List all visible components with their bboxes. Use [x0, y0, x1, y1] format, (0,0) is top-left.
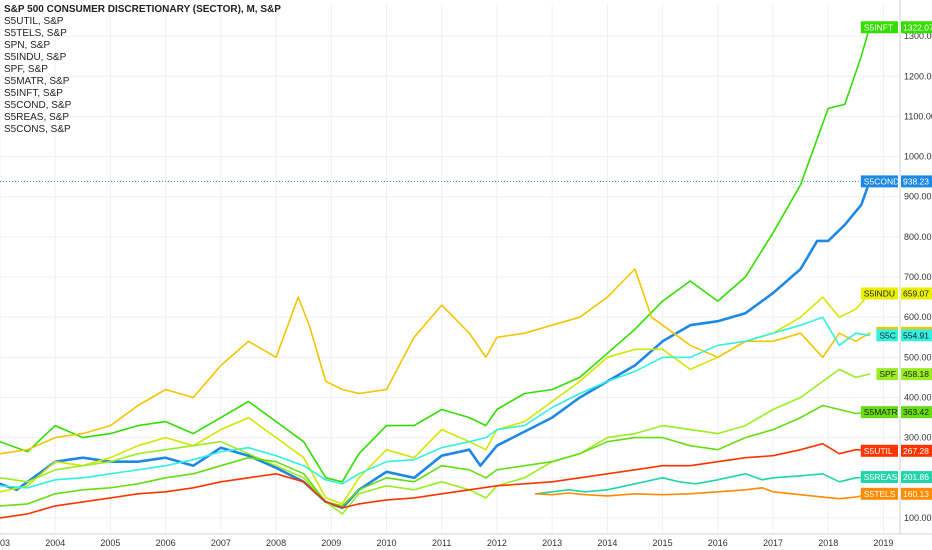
x-tick-label[interactable]: 2006	[156, 538, 176, 548]
y-tick-label[interactable]: 900.00	[904, 192, 932, 202]
series-tag-bg	[860, 444, 898, 457]
price-label-bg	[901, 329, 932, 342]
x-tick-label[interactable]: 2012	[487, 538, 507, 548]
x-tick-label[interactable]: 2007	[211, 538, 231, 548]
series-tag-spf: SPF	[879, 369, 896, 379]
series-tag-s5c: S5C	[879, 330, 896, 340]
price-label-spf: 458.18	[903, 369, 929, 379]
series-tag-s5matr: S5MATR	[864, 407, 898, 417]
x-tick-label[interactable]: 2018	[818, 538, 838, 548]
price-label-s5c: 554.91	[903, 330, 929, 340]
series-line-s5util[interactable]	[0, 442, 871, 519]
legend-item-s5indu[interactable]: S5INDU, S&P	[4, 52, 67, 63]
x-tick-label[interactable]: 2019	[873, 538, 893, 548]
y-tick-label[interactable]: 1200.00	[904, 71, 932, 81]
x-tick-label[interactable]: 2008	[266, 538, 286, 548]
series-tag-bg	[860, 21, 898, 34]
legend-item-spn[interactable]: SPN, S&P	[4, 40, 51, 51]
series-line-s5inft[interactable]	[0, 26, 871, 483]
series-tag-bg	[876, 329, 898, 342]
y-tick-label[interactable]: 300.00	[904, 433, 932, 443]
series-line-spf[interactable]	[0, 368, 871, 515]
price-label-bg	[901, 471, 932, 484]
x-tick-label[interactable]: 2011	[432, 538, 451, 548]
series-line-s5cond[interactable]	[0, 180, 871, 510]
series-tag-bg	[860, 471, 898, 484]
series-tag-bg	[860, 287, 898, 300]
price-label-s5reas: 201.86	[903, 472, 929, 482]
y-tick-label[interactable]: 800.00	[904, 232, 932, 242]
x-tick-label[interactable]: 2016	[708, 538, 728, 548]
y-tick-label[interactable]: 1100.00	[904, 111, 932, 121]
y-tick-label[interactable]: 1300.00	[904, 31, 932, 41]
price-label-s5inft: 1322.07	[903, 22, 932, 32]
y-tick-label[interactable]: 100.00	[904, 513, 932, 523]
legend: S&P 500 CONSUMER DISCRETIONARY (SECTOR),…	[4, 4, 281, 136]
legend-item-spf[interactable]: SPF, S&P	[4, 64, 48, 75]
legend-item-s5cond[interactable]: S5COND, S&P	[4, 100, 72, 111]
series-tag-s5inft: S5INFT	[864, 22, 893, 32]
legend-item-s5tels[interactable]: S5TELS, S&P	[4, 28, 67, 39]
x-tick-label[interactable]: 2003	[0, 538, 10, 548]
series-tag-s5cond: S5COND	[864, 176, 899, 186]
legend-item-s5util[interactable]: S5UTIL, S&P	[4, 16, 64, 27]
series-line-spn[interactable]	[0, 268, 871, 455]
x-tick-label[interactable]: 2013	[542, 538, 562, 548]
series-line-s5reas[interactable]	[534, 473, 871, 495]
x-tick-label[interactable]: 2017	[763, 538, 783, 548]
y-tick-label[interactable]: 600.00	[904, 312, 932, 322]
series-group	[0, 26, 871, 519]
price-label-s5tels: 160.13	[903, 489, 929, 499]
price-label-bg	[901, 487, 932, 500]
series-tag-s5indu: S5INDU	[864, 288, 895, 298]
price-labels: S5INFT1322.07S5COND938.23S5INDU659.07SPN…	[860, 21, 932, 500]
series-tag-bg	[860, 487, 898, 500]
y-tick-label[interactable]: 1000.00	[904, 152, 932, 162]
y-tick-label[interactable]: 500.00	[904, 352, 932, 362]
series-tag-bg	[860, 175, 898, 188]
series-line-s5cons[interactable]	[0, 316, 871, 489]
price-label-bg	[901, 444, 932, 457]
x-tick-label[interactable]: 2015	[653, 538, 673, 548]
price-label-bg	[901, 21, 932, 34]
series-tag-s5tels: S5TELS	[864, 489, 896, 499]
legend-item-s5cons[interactable]: S5CONS, S&P	[4, 124, 71, 135]
grid	[0, 4, 900, 534]
price-label-bg	[901, 175, 932, 188]
x-tick-label[interactable]: 2010	[376, 538, 396, 548]
x-axis-ticks[interactable]: 2003 2004 2005 2006 2007 2008 2009 2010 2011 2012…	[0, 538, 893, 548]
price-label-bg	[901, 368, 932, 381]
legend-item-s5reas[interactable]: S5REAS, S&P	[4, 112, 70, 123]
x-tick-label[interactable]: 2014	[597, 538, 617, 548]
series-tag-bg	[876, 368, 898, 381]
legend-item-s5matr[interactable]: S5MATR, S&P	[4, 76, 70, 87]
legend-item-s5inft[interactable]: S5INFT, S&P	[4, 88, 63, 99]
x-tick-label[interactable]: 2005	[100, 538, 120, 548]
y-tick-label[interactable]: 400.00	[904, 392, 932, 402]
series-tag-s5util: S5UTIL	[864, 446, 893, 456]
price-label-s5matr: 363.42	[903, 407, 929, 417]
y-tick-label[interactable]: 700.00	[904, 272, 932, 282]
chart-title[interactable]: S&P 500 CONSUMER DISCRETIONARY (SECTOR),…	[4, 4, 281, 15]
price-label-bg	[901, 287, 932, 300]
x-tick-label[interactable]: 2004	[45, 538, 65, 548]
price-label-bg	[901, 406, 932, 419]
series-line-s5tels[interactable]	[534, 487, 871, 500]
series-line-s5matr[interactable]	[0, 404, 871, 507]
series-tag-bg	[860, 406, 898, 419]
price-label-s5cond: 938.23	[903, 176, 929, 186]
price-label-s5indu: 659.07	[903, 288, 929, 298]
x-tick-label[interactable]: 2009	[321, 538, 341, 548]
series-tag-s5reas: S5REAS	[864, 472, 898, 482]
price-label-s5util: 267.28	[903, 446, 929, 456]
